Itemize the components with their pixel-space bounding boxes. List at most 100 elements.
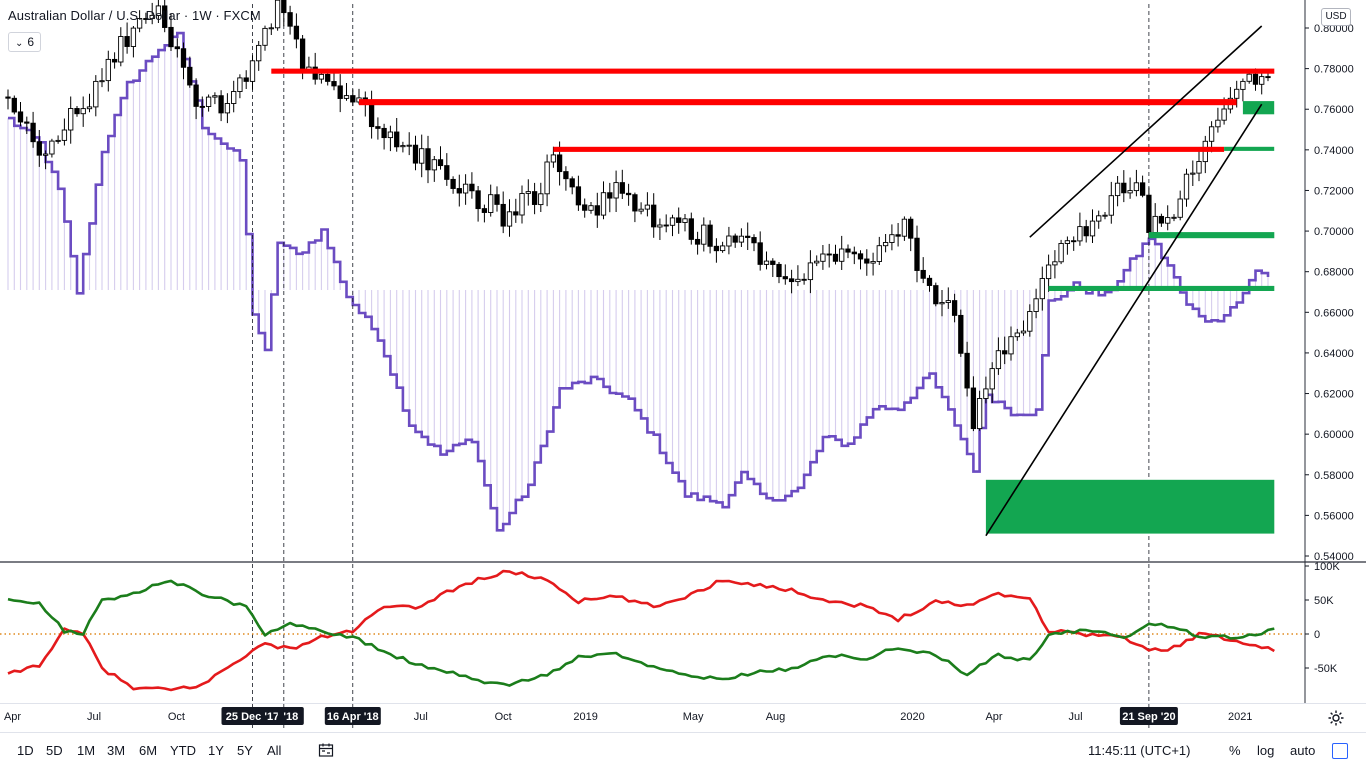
chevron-down-icon: ⌄ (15, 38, 24, 49)
candle-up (613, 182, 619, 199)
candle-down (11, 97, 17, 113)
time-marker-badge (324, 707, 381, 725)
candle-down (920, 269, 926, 279)
range-button-all[interactable]: All (267, 743, 282, 758)
candle-up (976, 398, 983, 430)
candle-up (1064, 240, 1071, 244)
candle-down (180, 48, 187, 68)
range-button-3m[interactable]: 3M (107, 743, 126, 758)
candle-up (1058, 243, 1064, 263)
time-tick-label: Oct (168, 711, 185, 723)
net-position-line (8, 31, 1270, 532)
time-marker-badge (277, 707, 304, 725)
candle-up (42, 153, 49, 156)
candle-down (801, 278, 807, 281)
candle-down (469, 183, 475, 192)
candle-up (155, 5, 162, 16)
time-tick-label: Jul (1068, 711, 1082, 723)
range-button-1d[interactable]: 1D (17, 743, 34, 758)
candle-up (839, 248, 845, 262)
percent-toggle[interactable]: % (1229, 743, 1241, 758)
candle-up (1045, 264, 1052, 280)
resistance-zone (553, 146, 1225, 152)
gear-icon[interactable] (1327, 709, 1345, 727)
candle-up (1052, 261, 1058, 266)
symbol-title[interactable]: Australian Dollar / U.S. Dollar · 1W · F… (8, 8, 261, 23)
candle-up (1240, 80, 1246, 90)
osc-tick-label: 0 (1314, 629, 1320, 641)
log-toggle[interactable]: log (1257, 743, 1275, 758)
candle-down (782, 276, 788, 280)
range-button-5y[interactable]: 5Y (237, 743, 253, 758)
candle-up (237, 77, 243, 92)
indicator-badge[interactable]: ⌄ 6 (8, 32, 42, 52)
price-tick-label: 0.74000 (1314, 145, 1354, 157)
candle-up (807, 262, 814, 281)
price-tick-label: 0.60000 (1314, 429, 1354, 441)
candle-up (1171, 216, 1177, 219)
range-button-1m[interactable]: 1M (77, 743, 96, 758)
candle-down (287, 12, 293, 27)
candle-up (1020, 330, 1027, 334)
candle-down (143, 18, 149, 20)
support-zone (985, 479, 1275, 534)
candle-down (17, 111, 24, 123)
candles (5, 0, 1271, 432)
candle-down (513, 211, 519, 216)
calendar-icon[interactable] (318, 742, 334, 758)
candle-up (644, 204, 651, 210)
candle-down (575, 186, 582, 206)
oscillator-pane: 100K 50K 0 -50K (0, 561, 1340, 692)
fullscreen-icon[interactable] (1332, 743, 1348, 759)
candle-up (525, 191, 531, 194)
candle-up (738, 235, 745, 243)
candle-down (958, 314, 964, 354)
candle-up (989, 368, 995, 390)
candle-up (719, 245, 726, 252)
candle-down (694, 238, 701, 245)
candle-up (889, 234, 895, 243)
candle-down (500, 203, 506, 227)
candle-down (895, 234, 901, 237)
time-tick-label: 2019 (573, 711, 597, 723)
candle-up (682, 218, 688, 223)
time-marker-badge (1119, 707, 1178, 725)
candle-down (281, 0, 287, 14)
candle-down (425, 148, 431, 171)
candle-down (1158, 215, 1165, 224)
candle-up (1108, 195, 1114, 216)
currency-tag[interactable]: USD (1321, 8, 1351, 26)
range-button-6m[interactable]: 6M (139, 743, 158, 758)
time-marker-label: 21 Sep '20 (1122, 711, 1175, 723)
candle-up (1208, 126, 1215, 142)
candle-up (431, 159, 437, 171)
clock-readout[interactable]: 11:45:11 (UTC+1) (1088, 743, 1191, 758)
candle-up (93, 80, 99, 108)
time-tick-label: Jul (414, 711, 428, 723)
candle-down (1139, 182, 1146, 196)
range-button-ytd[interactable]: YTD (170, 743, 196, 758)
candle-up (1190, 172, 1196, 175)
candle-down (444, 165, 450, 180)
range-button-5d[interactable]: 5D (46, 743, 63, 758)
candle-up (400, 145, 406, 148)
candle-down (36, 141, 42, 156)
candle-up (130, 27, 137, 47)
candle-down (594, 205, 600, 216)
candle-up (901, 218, 908, 237)
candle-down (74, 108, 80, 115)
candle-down (111, 58, 118, 63)
candle-down (450, 178, 456, 189)
candle-up (1259, 76, 1265, 85)
candle-down (193, 84, 199, 107)
candle-down (851, 251, 857, 255)
candle-down (908, 218, 914, 239)
candle-up (876, 245, 882, 262)
auto-toggle[interactable]: auto (1290, 743, 1316, 758)
price-tick-label: 0.54000 (1314, 551, 1354, 563)
candle-down (325, 73, 331, 82)
range-button-1y[interactable]: 1Y (208, 743, 224, 758)
price-tick-label: 0.64000 (1314, 348, 1354, 360)
candle-up (99, 80, 105, 83)
